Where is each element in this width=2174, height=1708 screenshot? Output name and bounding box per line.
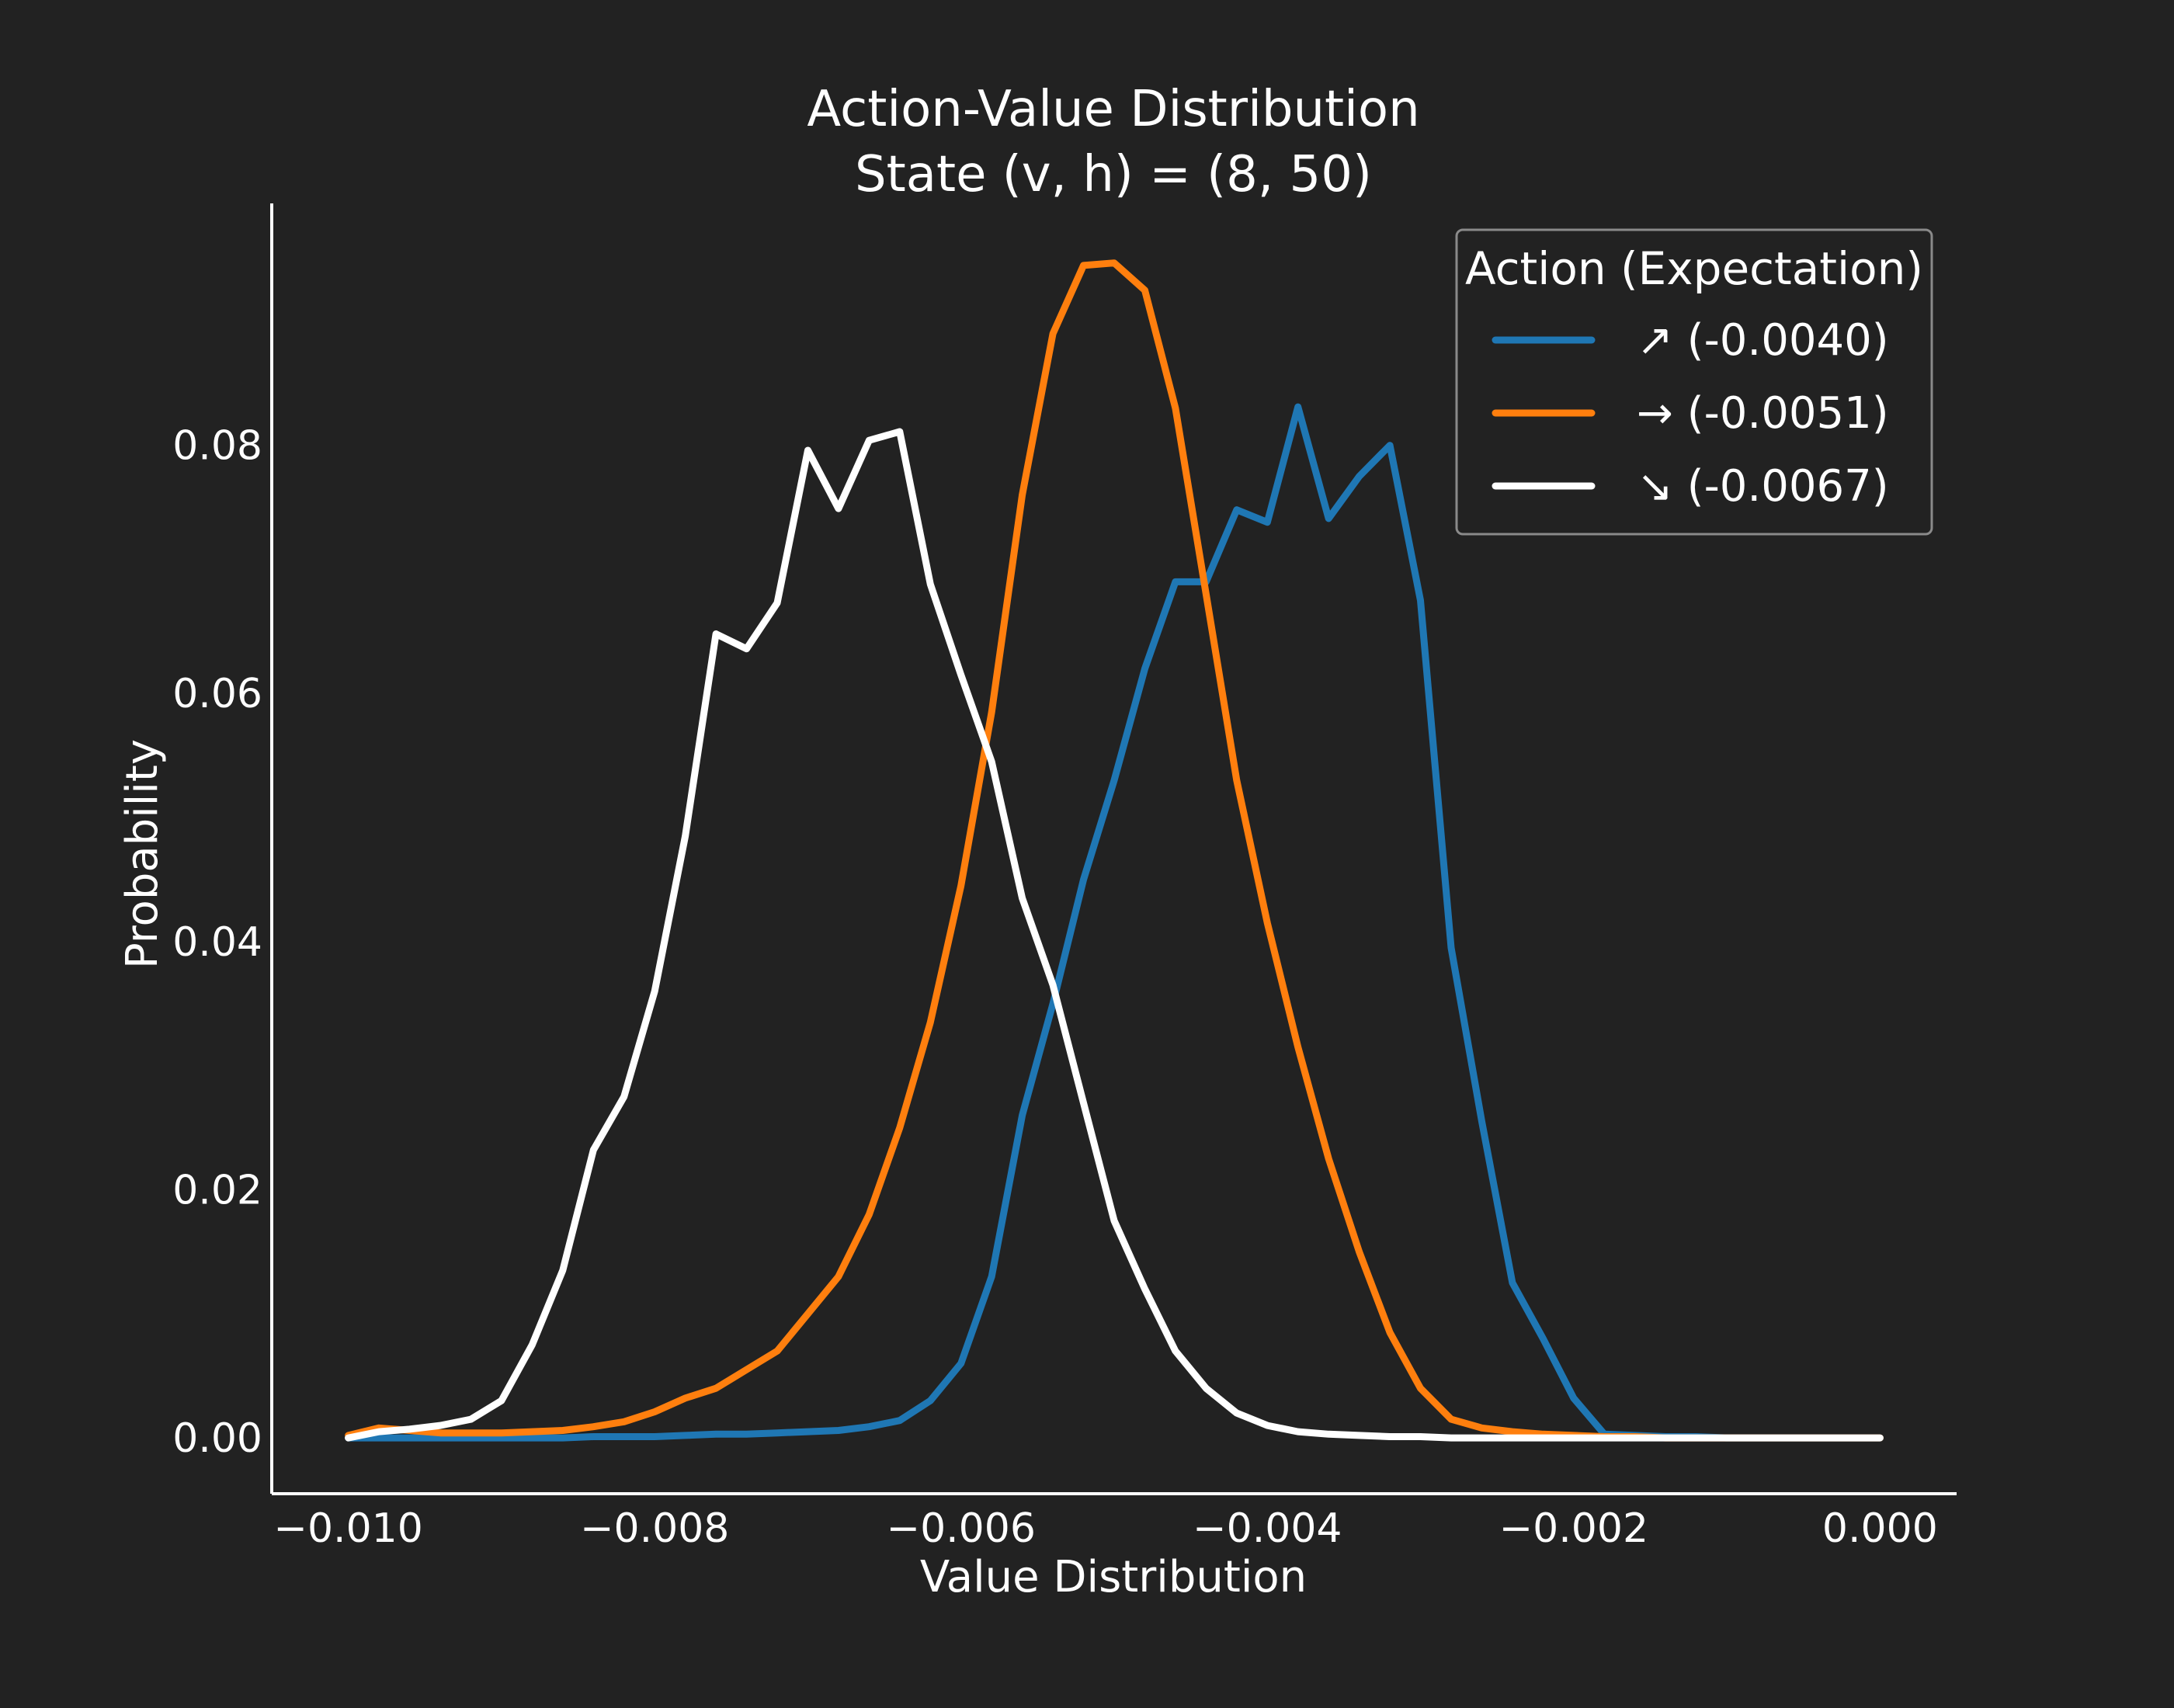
y-axis-label: Probability: [117, 739, 168, 969]
y-tick-label: 0.04: [172, 919, 262, 966]
x-tick-label: −0.004: [1193, 1505, 1342, 1552]
x-tick-label: 0.000: [1822, 1505, 1938, 1552]
legend-label: ↘ (-0.0067): [1637, 461, 1889, 512]
series-line-3: [345, 428, 1884, 1442]
chart-subtitle: State (v, h) = (8, 50): [855, 146, 1372, 203]
series-layer: [345, 259, 1884, 1442]
legend-title: Action (Expectation): [1465, 242, 1923, 295]
legend: Action (Expectation) ↗ (-0.0040) → (-0.00…: [1455, 228, 1933, 536]
y-tick-label: 0.08: [172, 423, 262, 470]
x-tick-label: −0.006: [887, 1505, 1036, 1552]
y-tick-label: 0.06: [172, 671, 262, 717]
legend-label: → (-0.0051): [1637, 388, 1889, 439]
y-tick-label: 0.00: [172, 1415, 262, 1462]
y-tick-label: 0.02: [172, 1167, 262, 1213]
x-axis-label: Value Distribution: [920, 1552, 1307, 1602]
chart-title: Action-Value Distribution: [807, 81, 1419, 138]
axes: −0.010 −0.008 −0.006 −0.004 −0.002 0.000 0.00 0…: [172, 203, 1957, 1552]
x-tick-label: −0.010: [273, 1505, 422, 1552]
legend-box: [1455, 228, 1933, 536]
x-tick-label: −0.002: [1499, 1505, 1648, 1552]
legend-label: ↗ (-0.0040): [1637, 315, 1889, 366]
x-tick-label: −0.008: [580, 1505, 729, 1552]
